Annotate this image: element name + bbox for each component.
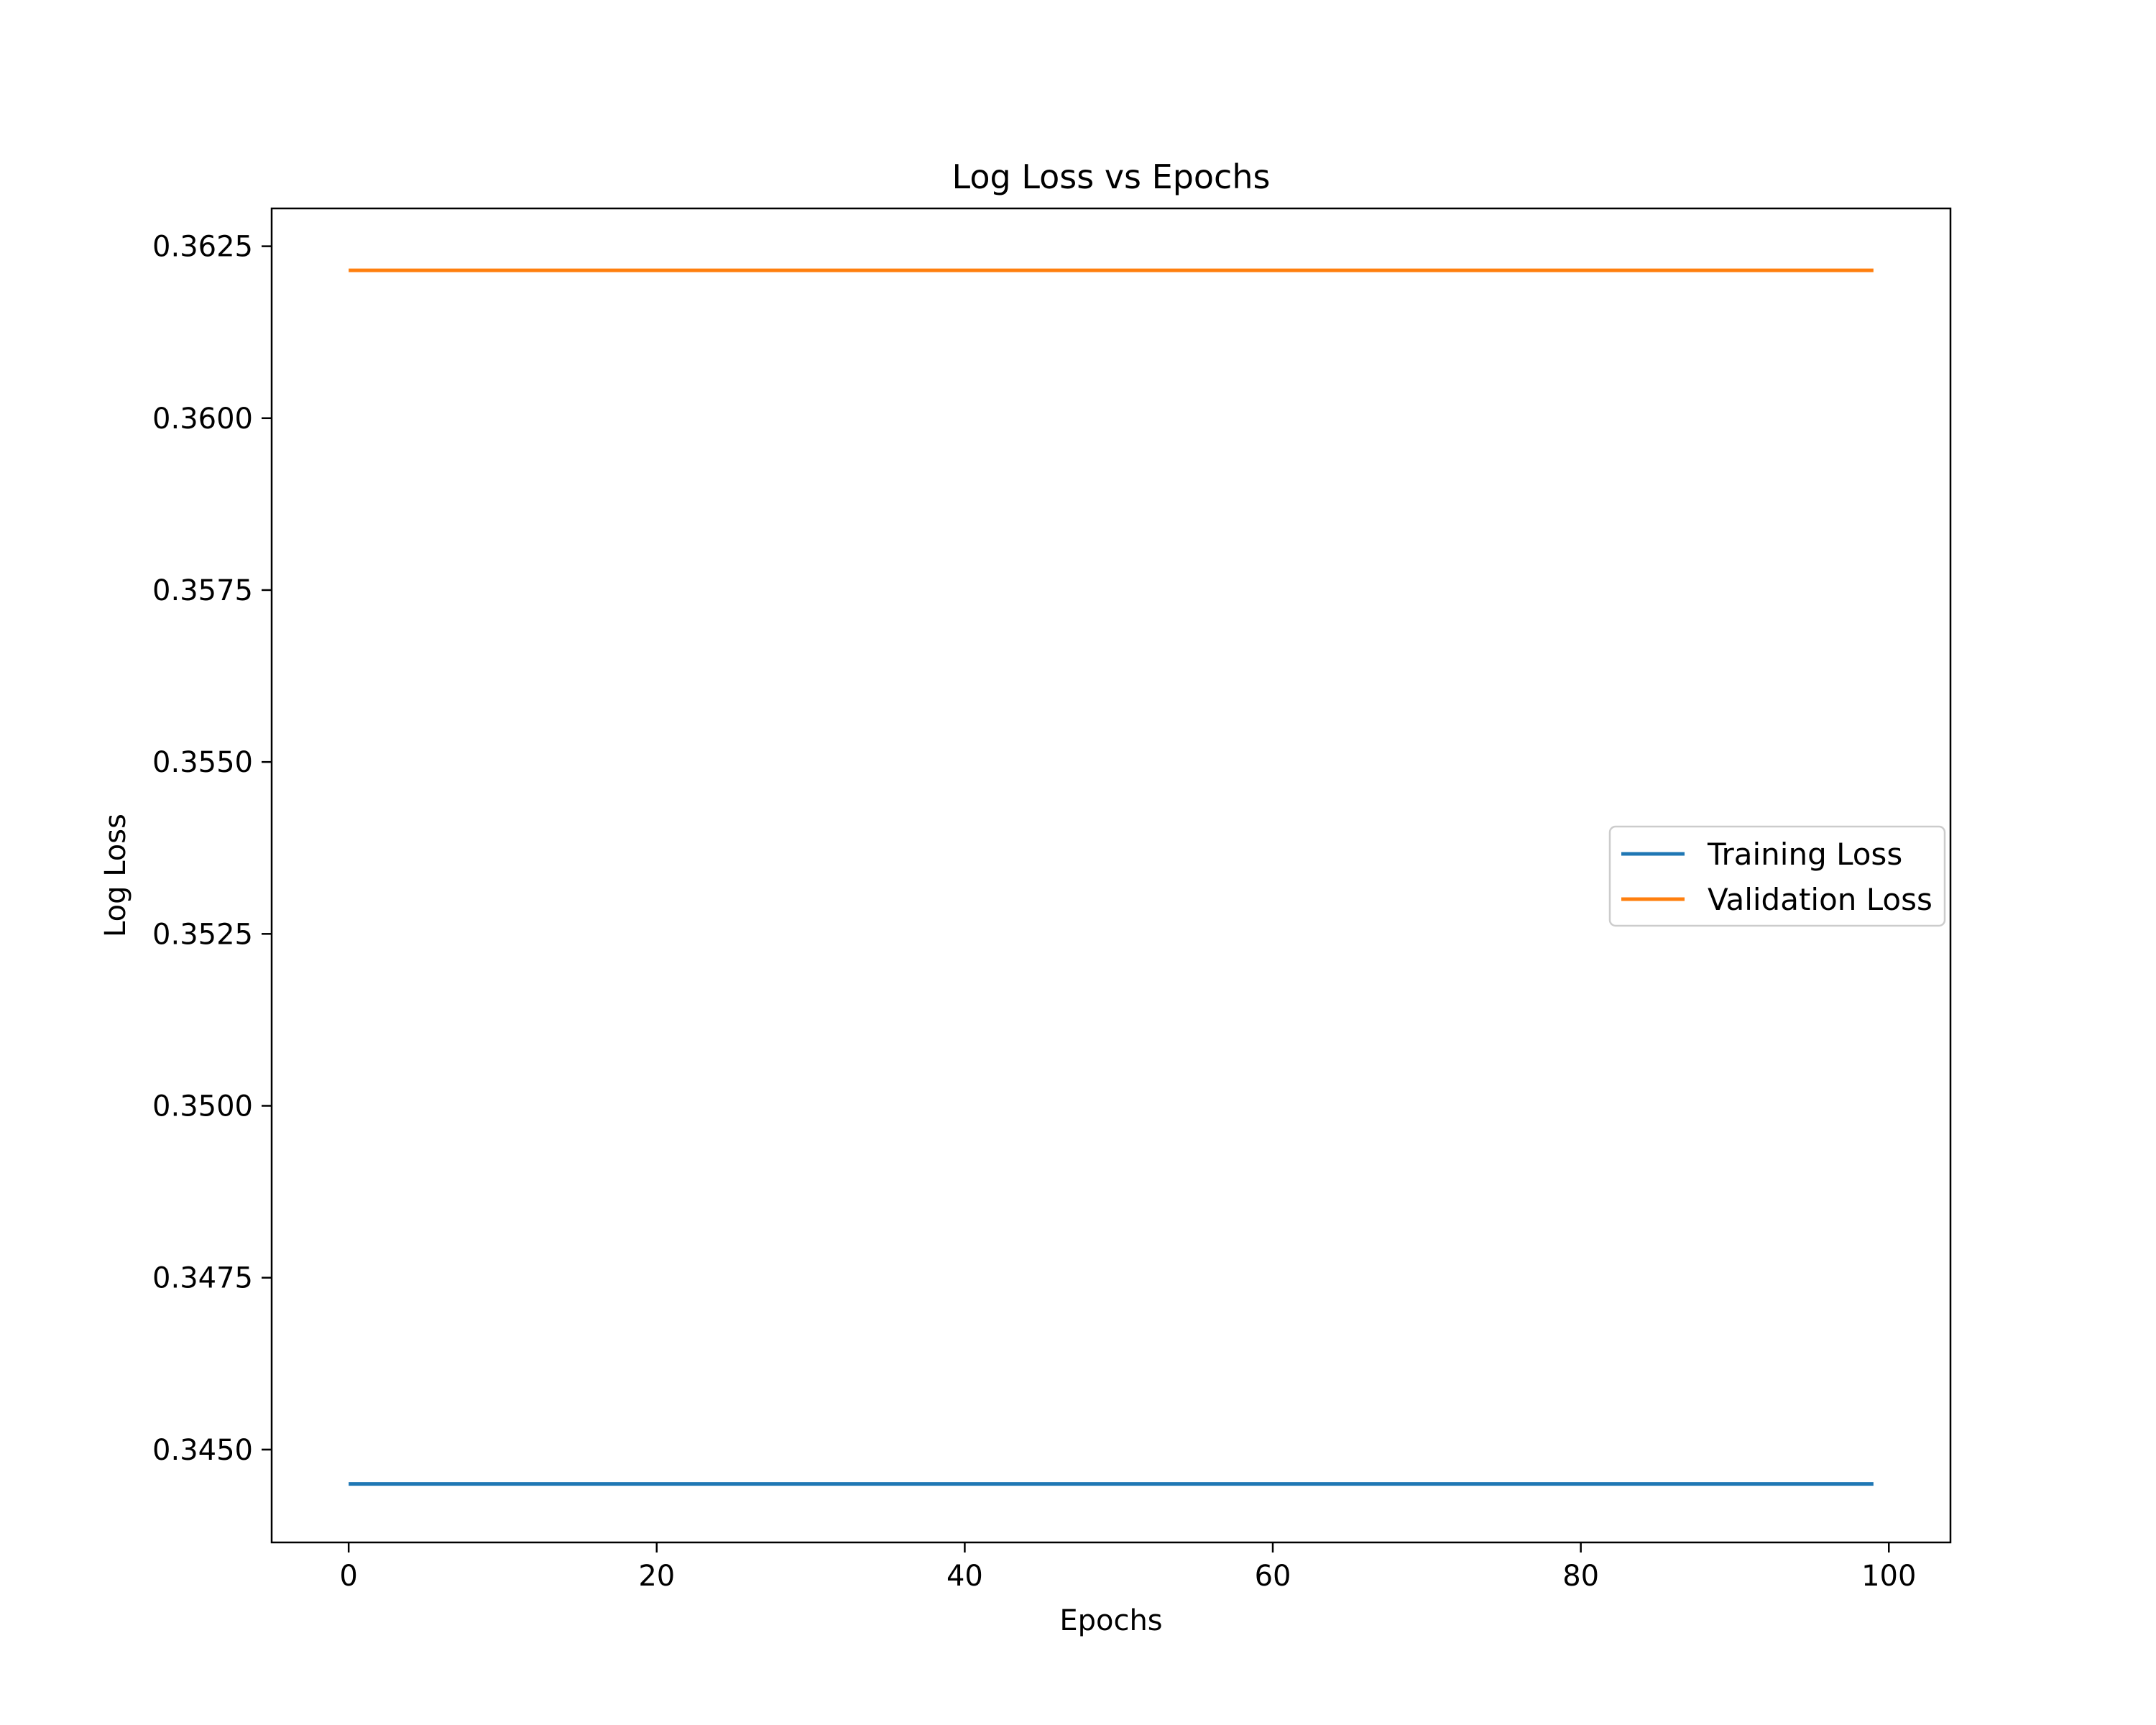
x-axis-label: Epochs: [1059, 1604, 1162, 1637]
plot-frame: [270, 207, 1952, 1544]
y-tick-label: 0.3600: [152, 402, 253, 436]
y-tick-label: 0.3575: [152, 574, 253, 607]
x-axis: 0 20 40 60 80 100: [339, 1542, 1916, 1593]
x-tick-label: 20: [638, 1560, 675, 1593]
x-tick-label: 40: [946, 1560, 983, 1593]
x-tick-label: 100: [1861, 1560, 1916, 1593]
y-axis-label: Log Loss: [99, 814, 132, 937]
legend-label-0: Training Loss: [1707, 837, 1902, 872]
y-tick-label: 0.3475: [152, 1262, 253, 1295]
y-tick-label: 0.3450: [152, 1434, 253, 1467]
y-tick-label: 0.3525: [152, 918, 253, 951]
legend-box: [1608, 825, 1946, 927]
x-tick-label: 0: [339, 1560, 357, 1593]
y-axis: 0.3450 0.3475 0.3500 0.3525 0.3550 0.3575 0.36…: [152, 231, 272, 1467]
y-tick-label: 0.3625: [152, 231, 253, 264]
chart-title: Log Loss vs Epochs: [952, 157, 1271, 196]
plot-lines: [349, 268, 1874, 1486]
x-tick-label: 60: [1255, 1560, 1291, 1593]
y-tick-label: 0.3500: [152, 1090, 253, 1123]
legend-label-1: Validation Loss: [1708, 882, 1932, 917]
legend: Training Loss Validation Loss: [1608, 825, 1946, 927]
y-tick-label: 0.3550: [152, 746, 253, 779]
x-tick-label: 80: [1562, 1560, 1599, 1593]
